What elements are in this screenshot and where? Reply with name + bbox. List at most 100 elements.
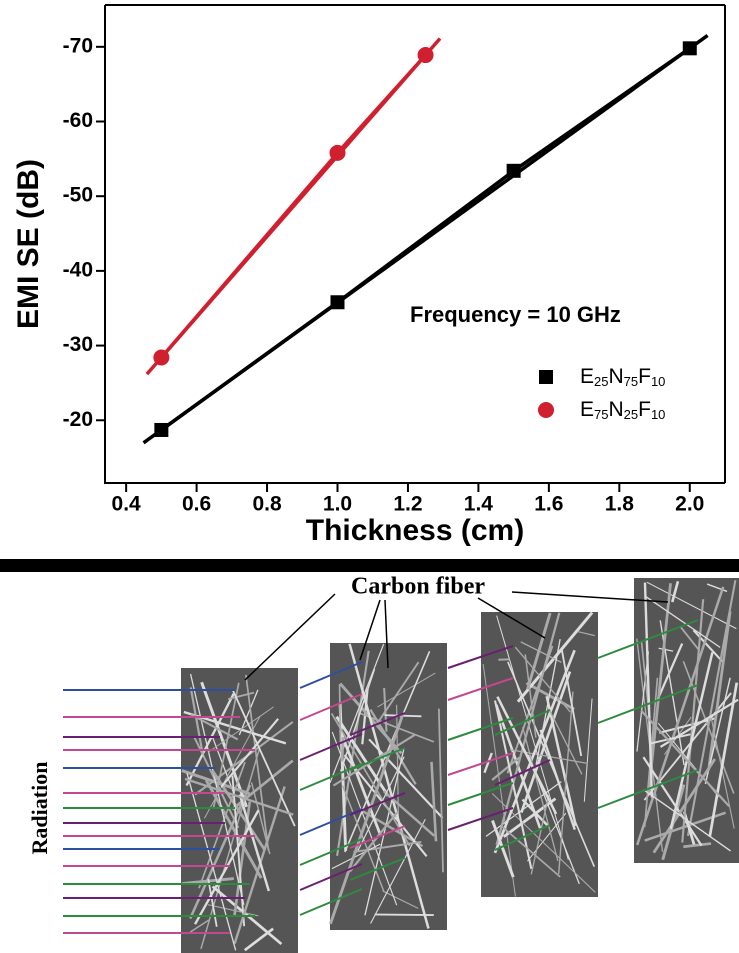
fiber-label: Carbon fiber — [351, 574, 485, 600]
fiber — [238, 689, 259, 736]
ray — [447, 782, 514, 806]
diagram — [63, 578, 739, 953]
fiber — [368, 738, 444, 819]
ray — [597, 769, 699, 809]
y-tick-label: -60 — [63, 109, 93, 132]
fiber — [514, 646, 571, 713]
fiber — [644, 595, 721, 648]
fiber — [525, 681, 575, 711]
fiber — [184, 777, 294, 816]
fiber — [220, 718, 279, 788]
fiber — [524, 654, 537, 738]
fiber — [548, 708, 583, 775]
marker — [153, 349, 170, 366]
fiber — [640, 709, 730, 807]
x-tick-label: 1.4 — [464, 493, 494, 516]
ray — [299, 733, 363, 761]
fiber — [349, 811, 398, 873]
fiber — [583, 698, 593, 802]
fiber — [707, 611, 732, 771]
ray — [494, 709, 551, 736]
fiber — [643, 789, 731, 852]
ray — [299, 661, 363, 689]
ray — [349, 792, 406, 816]
y-tick-label: -50 — [63, 184, 93, 207]
fiber — [491, 820, 515, 878]
fiber — [656, 643, 684, 700]
fiber — [647, 583, 672, 793]
fiber — [364, 749, 405, 916]
x-tick-label: 0.8 — [252, 493, 282, 516]
ray — [349, 857, 406, 881]
ray — [299, 838, 363, 866]
fiber — [526, 612, 552, 690]
fiber — [227, 691, 255, 700]
fiber — [207, 878, 218, 927]
fiber — [520, 641, 562, 663]
fiber — [233, 786, 286, 944]
fiber — [577, 630, 595, 637]
fiber — [636, 651, 650, 752]
x-tick-label: 1.0 — [323, 493, 352, 516]
fiber — [557, 691, 574, 874]
ray — [494, 824, 551, 851]
fiber — [494, 700, 533, 870]
fiber — [482, 663, 516, 897]
marker — [330, 295, 345, 310]
ray — [447, 717, 514, 741]
fiber — [658, 647, 674, 652]
ray — [299, 693, 363, 721]
fiber — [692, 629, 723, 663]
fiber — [329, 713, 405, 925]
fiber — [189, 919, 210, 933]
x-tick-label: 1.6 — [534, 493, 563, 516]
fiber — [491, 756, 521, 781]
marker — [329, 144, 346, 161]
separator — [0, 559, 739, 572]
axes-frame — [104, 4, 726, 484]
fiber — [207, 706, 274, 753]
fiber — [521, 798, 550, 828]
fiber — [485, 781, 562, 837]
fiber — [706, 583, 728, 593]
ray — [349, 747, 406, 771]
x-tick-label: 0.6 — [182, 493, 211, 516]
fiber — [560, 649, 583, 757]
fiber — [238, 794, 270, 892]
fiber — [186, 772, 237, 951]
ray — [299, 888, 363, 916]
x-tick-label: 0.4 — [112, 493, 142, 516]
fiber — [377, 672, 436, 708]
ray — [447, 677, 514, 701]
y-tick-label: -30 — [63, 333, 93, 356]
ray — [597, 684, 699, 724]
ray — [597, 619, 699, 659]
fiber — [331, 843, 381, 870]
fiber — [683, 842, 712, 849]
marker — [682, 41, 697, 56]
fiber — [194, 809, 260, 925]
fiber — [245, 674, 270, 851]
fiber — [340, 737, 345, 762]
ray — [447, 752, 514, 776]
fiber — [545, 695, 577, 827]
fiber — [198, 761, 246, 889]
x-axis-title: Thickness (cm) — [306, 514, 524, 547]
fiber — [496, 696, 558, 815]
fiber — [207, 904, 259, 917]
fiber — [341, 785, 385, 892]
fiber — [646, 581, 737, 630]
fiber — [671, 580, 680, 603]
fiber — [329, 643, 385, 784]
fiber — [493, 649, 576, 854]
fiber — [483, 752, 493, 774]
marker — [417, 47, 434, 64]
y-tick-label: -70 — [63, 34, 93, 57]
fiber — [652, 758, 717, 854]
fiber — [189, 784, 252, 920]
fiber — [375, 661, 420, 725]
fiber — [522, 726, 559, 862]
fiber — [361, 688, 369, 745]
fiber — [353, 840, 422, 853]
